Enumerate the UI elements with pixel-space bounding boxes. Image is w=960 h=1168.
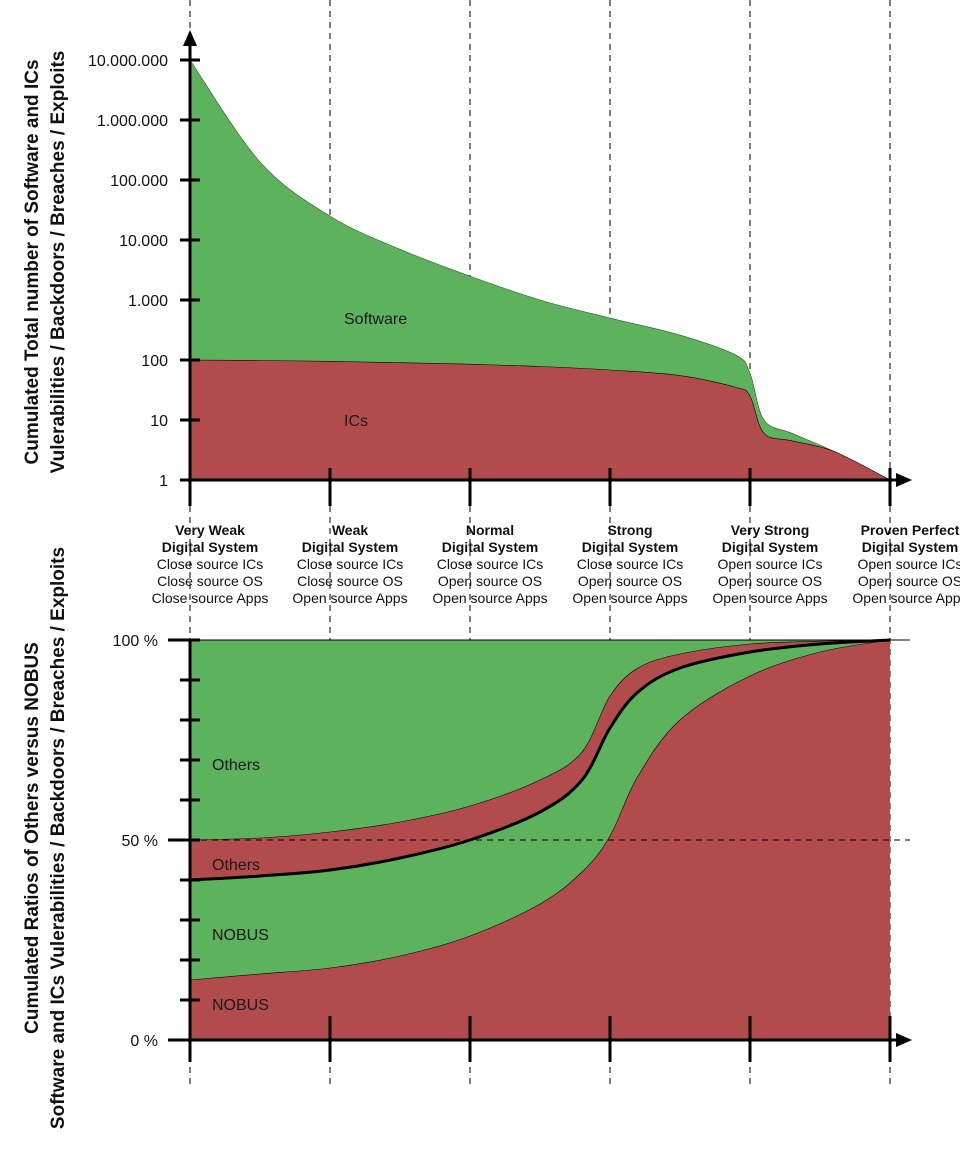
category-title: Digital System [162,539,258,555]
series-ics-others-area [190,640,890,880]
top-y-tick-label: 1.000.000 [97,113,168,130]
top-y-axis-arrow [183,30,197,46]
series-software-nobus-area [190,640,890,980]
category-detail: Open source OS [718,573,822,589]
axes [168,30,912,1062]
category-title: Digital System [862,539,958,555]
bottom-x-axis-arrow [896,1033,912,1047]
category-detail: Open source ICs [857,556,960,572]
category-detail: Close source ICs [157,556,264,572]
top-y-tick-label: 10 [150,413,168,430]
bottom-y-tick-label: 50 % [122,833,158,850]
category-detail: Open source Apps [292,590,407,606]
category-title: Very Weak [175,522,245,538]
labels: Software ICs 1 10 100 1.000 10.000 100.000 1.000… [22,51,960,1129]
top-y-axis-title: Cumulated Total number of Software and I… [22,59,43,464]
category-title: Digital System [582,539,678,555]
category-detail: Open source OS [578,573,682,589]
area-label: Others [212,757,260,774]
category-detail: Open source OS [438,573,542,589]
category-title: Weak [332,522,369,538]
top-y-axis-title: Vulerabilities / Backdoors / Breaches / … [48,51,69,474]
series-boundary-line [189,639,891,841]
category-detail: Close source ICs [577,556,684,572]
category-detail: Open source Apps [712,590,827,606]
software-nobus-boundary-line [189,638,891,882]
area-label: ICs [344,413,368,430]
top-y-tick-label: 100 [141,353,168,370]
bottom-y-axis-title: Software and ICs Vulerabilities / Backdo… [48,547,69,1129]
bottom-chart-areas [189,638,891,1040]
area-label: Software [344,311,407,328]
series-ics-nobus-area [190,640,890,1040]
category-title: Very Strong [731,522,810,538]
category-title: Digital System [442,539,538,555]
category-detail: Close source OS [297,573,403,589]
top-y-tick-label: 1.000 [128,293,168,310]
category-detail: Open source ICs [717,556,822,572]
area-label: Others [212,857,260,874]
category-detail: Close source Apps [152,590,269,606]
category-title: Digital System [302,539,398,555]
top-y-tick-label: 10.000.000 [88,53,168,70]
category-title: Strong [607,522,652,538]
bottom-y-axis-title: Cumulated Ratios of Others versus NOBUS [22,642,43,1034]
top-x-axis-arrow [896,473,912,487]
category-title: Digital System [722,539,818,555]
bottom-y-tick-label: 100 % [113,633,158,650]
series-boundary-line [189,639,891,981]
top-y-tick-label: 1 [159,473,168,490]
category-detail: Close source ICs [297,556,404,572]
category-title: Normal [466,522,514,538]
series-ics-area [189,359,891,481]
area-label: NOBUS [212,927,269,944]
series-software-others-area [190,640,890,840]
category-detail: Open source OS [858,573,960,589]
area-label: NOBUS [212,997,269,1014]
category-detail: Open source Apps [852,590,960,606]
top-y-tick-label: 10.000 [119,233,168,250]
category-detail: Close source OS [157,573,263,589]
category-title: Proven Perfect [861,522,960,538]
top-chart-areas [189,59,891,481]
top-y-tick-label: 100.000 [110,173,168,190]
bottom-y-tick-label: 0 % [130,1033,158,1050]
category-detail: Open source Apps [432,590,547,606]
category-detail: Close source ICs [437,556,544,572]
category-detail: Open source Apps [572,590,687,606]
